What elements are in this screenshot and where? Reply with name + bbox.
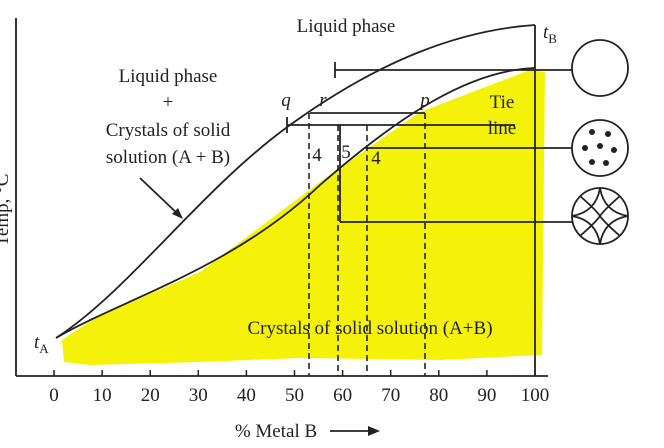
x-tick-label: 40 [237,385,256,406]
left-label: solution (A + B) [106,147,230,168]
x-tick-label: 30 [189,385,208,406]
x-tick-label: 10 [93,385,112,406]
tie-label: line [488,118,517,139]
nucleation-circle [571,119,629,177]
x-tick-label: 60 [333,385,352,406]
x-axis-label: % Metal B [235,421,317,442]
left-label: Liquid phase [119,66,218,87]
grain-pattern [571,187,629,245]
liquid-circle [571,39,629,97]
x-tick-label: 100 [521,385,550,406]
segment-label: 4 [312,145,322,166]
tie-label: Tie [490,92,515,113]
segment-label: 4 [371,148,381,169]
t-b: tB [543,22,557,46]
bottom-label: Crystals of solid solution (A+B) [247,318,492,339]
arrow-head [172,208,183,219]
x-tick-label: 90 [477,385,496,406]
x-ticks: 0 10 20 30 40 50 60 70 80 90 100 [49,370,549,406]
arrow [139,177,181,217]
x-tick-label: 80 [429,385,448,406]
left-label: Crystals of solid [106,120,231,141]
segment-label: 5 [341,142,351,163]
x-tick-label: 50 [285,385,304,406]
point-q: q [281,90,291,111]
y-axis-label: Temp, °C [0,174,13,247]
top-label: Liquid phase [297,16,396,37]
nuclei [582,129,617,166]
point-p: p [418,90,430,111]
left-label: + [163,92,174,113]
x-tick-label: 20 [141,385,160,406]
point-r: r [319,90,327,111]
solidus-curve [55,67,536,339]
x-tick-label: 0 [49,385,59,406]
x-tick-label: 70 [381,385,400,406]
t-a: tA [34,332,49,356]
axis-arrow-head [368,426,380,436]
